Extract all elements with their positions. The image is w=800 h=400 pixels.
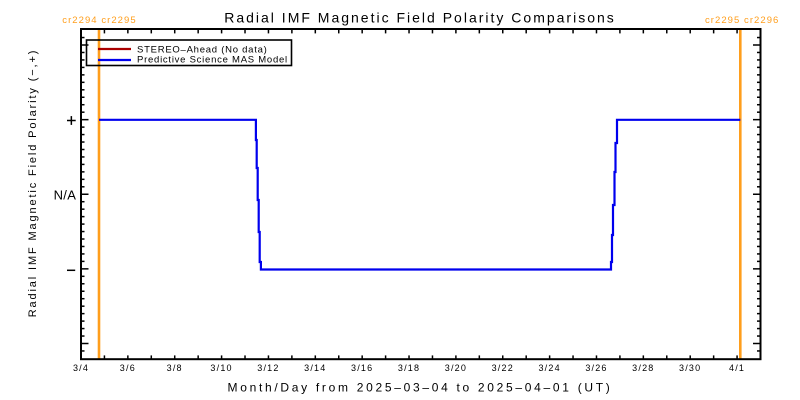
svg-text:3/6: 3/6 <box>120 363 136 373</box>
svg-text:cr2295 cr2296: cr2295 cr2296 <box>705 15 779 26</box>
svg-text:3/30: 3/30 <box>679 363 701 373</box>
svg-text:3/24: 3/24 <box>538 363 560 373</box>
svg-text:cr2294 cr2295: cr2294 cr2295 <box>62 15 136 26</box>
svg-text:3/16: 3/16 <box>351 363 373 373</box>
svg-text:3/22: 3/22 <box>492 363 514 373</box>
svg-text:Predictive Science MAS Model: Predictive Science MAS Model <box>137 54 288 65</box>
svg-text:4/1: 4/1 <box>729 363 745 373</box>
svg-text:3/14: 3/14 <box>304 363 326 373</box>
svg-text:3/12: 3/12 <box>257 363 279 373</box>
svg-text:3/18: 3/18 <box>398 363 420 373</box>
svg-text:3/20: 3/20 <box>445 363 467 373</box>
svg-text:3/10: 3/10 <box>210 363 232 373</box>
svg-text:N/A: N/A <box>54 188 77 203</box>
svg-text:3/4: 3/4 <box>73 363 89 373</box>
svg-text:3/28: 3/28 <box>632 363 654 373</box>
svg-text:3/26: 3/26 <box>585 363 607 373</box>
svg-text:Month/Day from 2025–03–04 to 2: Month/Day from 2025–03–04 to 2025–04–01 … <box>228 381 613 395</box>
svg-text:Radial IMF Magnetic Field Pola: Radial IMF Magnetic Field Polarity (−,+) <box>27 49 39 318</box>
svg-text:Radial IMF Magnetic Field Pola: Radial IMF Magnetic Field Polarity Compa… <box>224 10 616 26</box>
svg-text:3/8: 3/8 <box>167 363 183 373</box>
svg-text:STEREO–Ahead (No data): STEREO–Ahead (No data) <box>137 44 268 55</box>
